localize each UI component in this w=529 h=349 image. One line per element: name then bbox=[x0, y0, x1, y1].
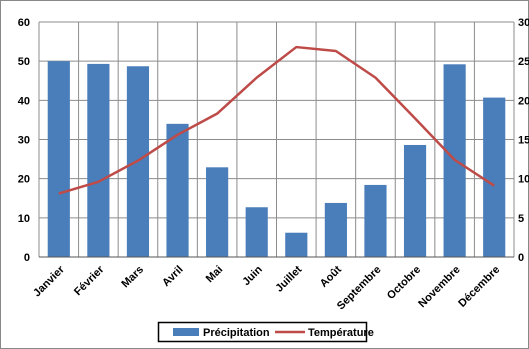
bar-precipitation bbox=[245, 207, 268, 257]
y-right-tick-label: 20 bbox=[518, 95, 529, 107]
bar-precipitation bbox=[324, 202, 347, 257]
legend-swatch-precipitation bbox=[173, 328, 199, 336]
bar-precipitation bbox=[403, 144, 427, 257]
y-left-tick-label: 0 bbox=[24, 252, 30, 264]
y-right-tick-label: 5 bbox=[518, 213, 524, 225]
line-temperature bbox=[58, 45, 495, 195]
y-right-tick-label: 15 bbox=[518, 135, 529, 147]
bar-precipitation bbox=[206, 167, 229, 257]
y-right-tick-label: 25 bbox=[518, 56, 529, 68]
legend-label-temperature: Température bbox=[308, 327, 374, 339]
y-left-tick-label: 20 bbox=[18, 174, 30, 186]
bar-precipitation bbox=[166, 123, 189, 257]
y-right-tick-label: 0 bbox=[518, 252, 524, 264]
bar-precipitation bbox=[47, 61, 70, 257]
bar-precipitation bbox=[285, 232, 308, 257]
y-left-tick-label: 50 bbox=[18, 56, 30, 68]
y-right-tick-label: 10 bbox=[518, 174, 529, 186]
legend-box bbox=[157, 321, 368, 343]
bar-precipitation bbox=[87, 63, 110, 258]
y-right-tick-label: 30 bbox=[518, 17, 529, 29]
y-left-tick-label: 10 bbox=[18, 213, 30, 225]
bar-precipitation bbox=[364, 184, 387, 257]
y-left-tick-label: 60 bbox=[18, 17, 30, 29]
y-left-tick-label: 30 bbox=[18, 135, 30, 147]
bar-precipitation bbox=[483, 97, 506, 257]
legend-label-precipitation: Précipitation bbox=[203, 327, 270, 339]
y-left-tick-label: 40 bbox=[18, 95, 30, 107]
